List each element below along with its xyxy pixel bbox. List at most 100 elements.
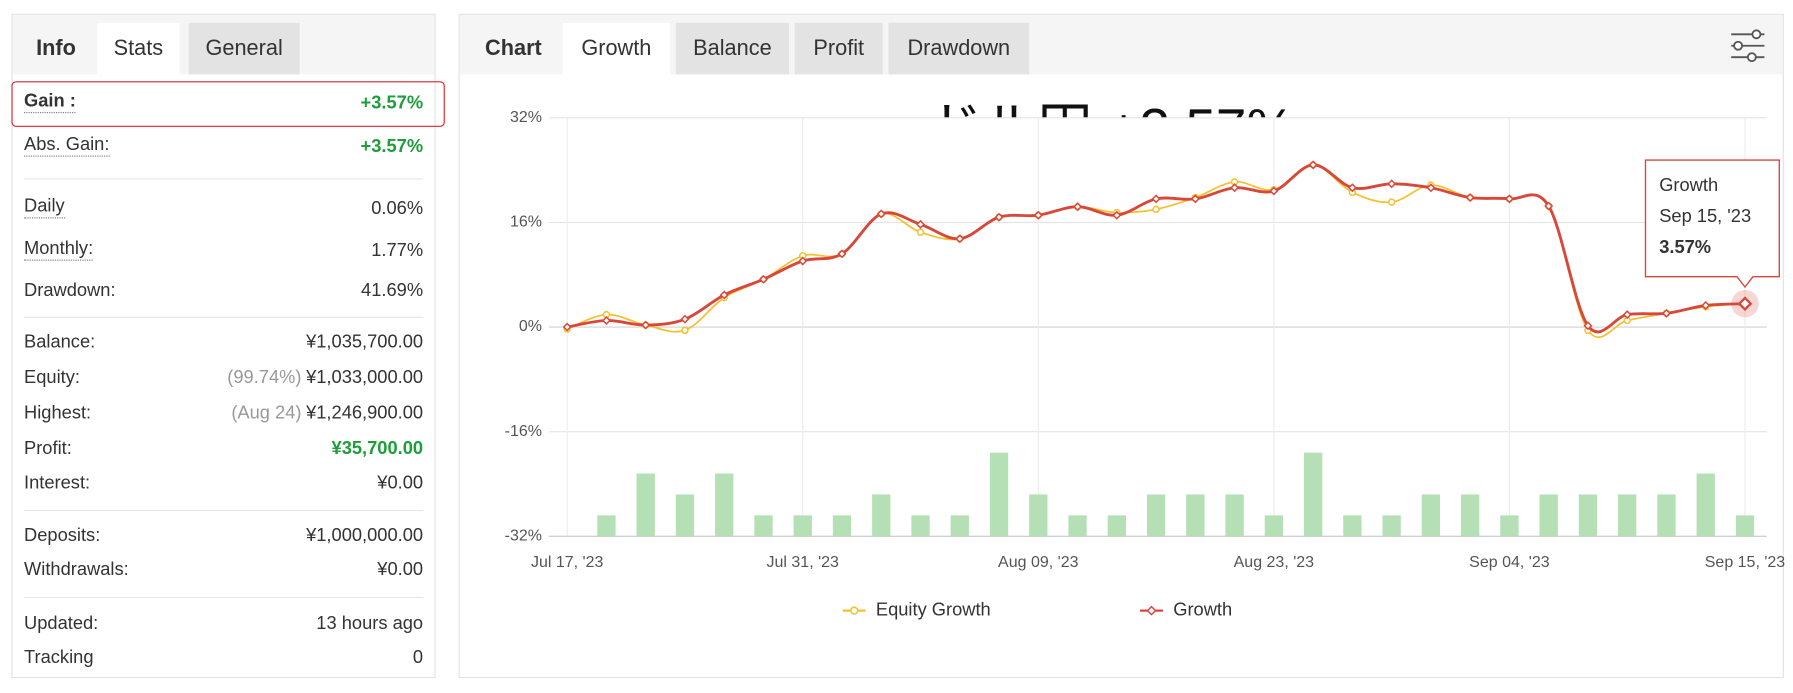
point xyxy=(1308,160,1318,170)
y-tick-label: -32% xyxy=(505,528,542,545)
tooltip-box xyxy=(1644,159,1780,289)
tab-bar: Chart Growth Balance Profit Drawdown xyxy=(459,14,1783,75)
stat-value-text: ¥1,246,900.00 xyxy=(306,403,424,424)
stat-label: Balance: xyxy=(24,332,96,353)
bar xyxy=(675,494,695,537)
bar xyxy=(1029,494,1048,537)
stat-label: Deposits: xyxy=(24,526,101,546)
bar xyxy=(1264,515,1284,537)
point xyxy=(719,290,729,300)
highlight-box xyxy=(11,81,445,127)
stat-label: Profit: xyxy=(24,439,72,459)
tooltip-value: 3.57% xyxy=(1659,236,1711,257)
tab-bar: Info Stats General xyxy=(12,14,435,75)
point xyxy=(1544,201,1554,211)
stat-value-text: ¥1,035,700.00 xyxy=(306,332,424,353)
stat-value: ¥35,700.00 xyxy=(332,436,424,463)
point xyxy=(1347,183,1357,193)
divider xyxy=(24,316,424,318)
tab[interactable]: Stats xyxy=(97,22,180,75)
stat-value: 41.69% xyxy=(361,278,423,305)
stat-row: Balance: ¥1,035,700.00 xyxy=(24,329,423,356)
divider xyxy=(24,510,424,512)
point xyxy=(1230,183,1240,193)
point xyxy=(994,212,1004,222)
tab[interactable]: Growth xyxy=(562,22,671,75)
legend-label: Growth xyxy=(1173,598,1232,619)
stat-value-text: +3.57% xyxy=(360,137,424,157)
point xyxy=(601,316,611,325)
tab[interactable]: Drawdown xyxy=(888,22,1030,75)
stat-label: Drawdown: xyxy=(24,281,116,301)
stat-value-text: ¥0.00 xyxy=(377,473,424,493)
point xyxy=(1190,194,1200,204)
point xyxy=(758,274,768,284)
bar xyxy=(832,515,852,537)
divider xyxy=(24,178,424,180)
stat-row: Abs. Gain: +3.57% xyxy=(24,134,423,161)
bar xyxy=(597,515,616,537)
tab[interactable]: Profit xyxy=(794,22,883,75)
point xyxy=(916,219,925,229)
legend-marker xyxy=(850,606,859,615)
point xyxy=(1465,193,1475,203)
legend-label: Equity Growth xyxy=(876,598,991,619)
point xyxy=(1701,300,1711,310)
bar xyxy=(1343,515,1362,537)
stat-value: ¥1,000,000.00 xyxy=(306,523,423,550)
tab[interactable]: Info xyxy=(36,36,76,61)
point xyxy=(1033,210,1043,220)
stat-row: Equity: (99.74%) ¥1,033,000.00 xyxy=(24,365,423,392)
tab[interactable]: Balance xyxy=(675,22,790,75)
settings-icon[interactable] xyxy=(1731,29,1765,63)
y-tick-label: 0% xyxy=(519,318,542,335)
point xyxy=(1073,202,1083,212)
stat-value: ¥0.00 xyxy=(377,470,423,497)
bar xyxy=(793,515,812,537)
bar xyxy=(1068,515,1087,537)
bar xyxy=(989,452,1009,537)
stat-label: Withdrawals: xyxy=(24,560,129,580)
x-tick-label: Aug 23, '23 xyxy=(1234,554,1315,571)
point xyxy=(1269,186,1279,196)
point xyxy=(1622,310,1632,320)
point xyxy=(1661,308,1671,318)
x-tick-label: Sep 04, '23 xyxy=(1469,554,1550,571)
stat-value-text: 0.06% xyxy=(371,198,424,219)
x-tick-label: Sep 15, '23 xyxy=(1705,554,1786,571)
stat-row: Highest: (Aug 24) ¥1,246,900.00 xyxy=(24,400,423,427)
stat-value: ¥0.00 xyxy=(377,557,423,584)
y-tick-label: 32% xyxy=(510,109,542,126)
bar xyxy=(911,515,930,537)
stat-row: Drawdown: 41.69% xyxy=(24,278,423,305)
stat-value-text: +3.57% xyxy=(360,93,424,114)
stat-value-text: 41.69% xyxy=(361,281,424,301)
bar xyxy=(872,494,891,537)
point xyxy=(681,326,689,335)
bar xyxy=(1382,515,1401,537)
stat-value-text: 0 xyxy=(412,648,424,668)
point xyxy=(876,209,886,219)
stat-label: Abs. Gain: xyxy=(24,134,110,157)
tab[interactable]: General xyxy=(188,22,300,75)
point xyxy=(680,314,690,324)
tab[interactable]: Chart xyxy=(485,36,542,61)
point xyxy=(916,228,925,236)
stat-label: Monthly: xyxy=(24,238,94,261)
stat-label: Updated: xyxy=(24,614,99,634)
stat-row: Daily 0.06% xyxy=(24,196,423,223)
point xyxy=(1504,194,1514,204)
bar xyxy=(1303,452,1323,537)
stat-value: (99.74%) ¥1,033,000.00 xyxy=(227,365,423,392)
stat-label: Interest: xyxy=(24,473,91,493)
legend-marker xyxy=(1146,605,1157,616)
stat-value: 1.77% xyxy=(371,238,423,265)
stat-label: Tracking xyxy=(24,648,94,668)
bar xyxy=(1539,494,1558,537)
stat-value: 13 hours ago xyxy=(316,611,423,638)
point xyxy=(837,249,847,259)
stat-value: +3.57% xyxy=(361,134,424,161)
stat-row: Deposits: ¥1,000,000.00 xyxy=(24,523,423,550)
